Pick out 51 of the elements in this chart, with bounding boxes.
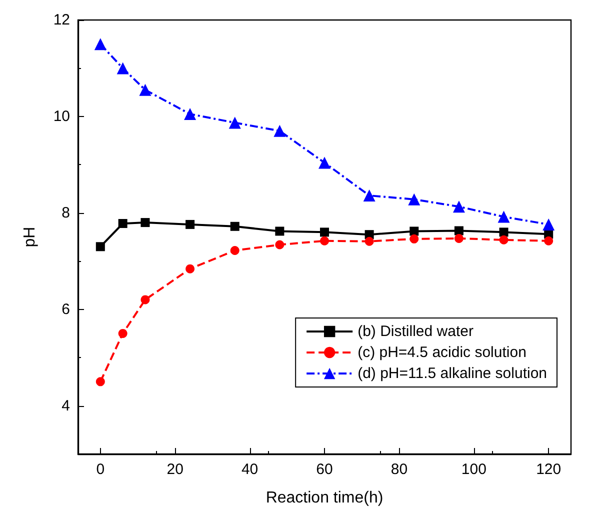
legend-label: (c) pH=4.5 acidic solution <box>358 344 526 361</box>
point <box>318 156 330 169</box>
x-tick-label: 80 <box>390 461 408 478</box>
point <box>410 226 419 236</box>
y-tick-label: 12 <box>53 12 70 28</box>
x-tick-label: 20 <box>166 461 184 478</box>
point <box>498 210 510 223</box>
point <box>118 328 128 338</box>
legend-label: (b) Distilled water <box>358 323 474 340</box>
point <box>228 116 241 129</box>
x-tick-label: 40 <box>241 461 258 478</box>
point <box>96 242 105 252</box>
x-tick-label: 120 <box>536 461 562 478</box>
point <box>408 193 420 206</box>
point <box>140 295 150 304</box>
point <box>140 218 150 228</box>
point <box>118 219 128 228</box>
point <box>230 222 240 231</box>
point <box>186 220 195 229</box>
point <box>320 236 329 246</box>
point <box>230 246 240 255</box>
point <box>96 377 105 386</box>
point <box>454 234 464 243</box>
point <box>186 264 195 274</box>
point <box>275 226 284 236</box>
y-tick-label: 6 <box>62 300 70 318</box>
point <box>116 62 129 74</box>
x-axis-title: Reaction time(h) <box>266 490 384 506</box>
x-tick-label: 0 <box>96 461 105 478</box>
point <box>274 124 286 137</box>
y-axis-title: pH <box>22 226 38 248</box>
x-tick-label: 100 <box>461 461 486 478</box>
point <box>275 240 284 250</box>
point <box>139 84 152 96</box>
point <box>94 38 106 50</box>
point <box>363 190 376 202</box>
point <box>542 218 555 230</box>
point <box>320 228 329 237</box>
point <box>364 236 374 246</box>
point <box>184 108 196 120</box>
point <box>544 236 554 246</box>
y-tick-label: 10 <box>53 108 70 125</box>
point <box>454 226 464 236</box>
legend-label: (d) pH=11.5 alkaline solution <box>358 365 548 382</box>
point <box>499 235 508 244</box>
point <box>410 234 419 244</box>
point <box>499 228 508 237</box>
x-tick-label: 60 <box>316 461 333 478</box>
y-tick-label: 4 <box>62 397 70 414</box>
point <box>452 200 465 213</box>
y-tick-label: 8 <box>62 204 70 222</box>
